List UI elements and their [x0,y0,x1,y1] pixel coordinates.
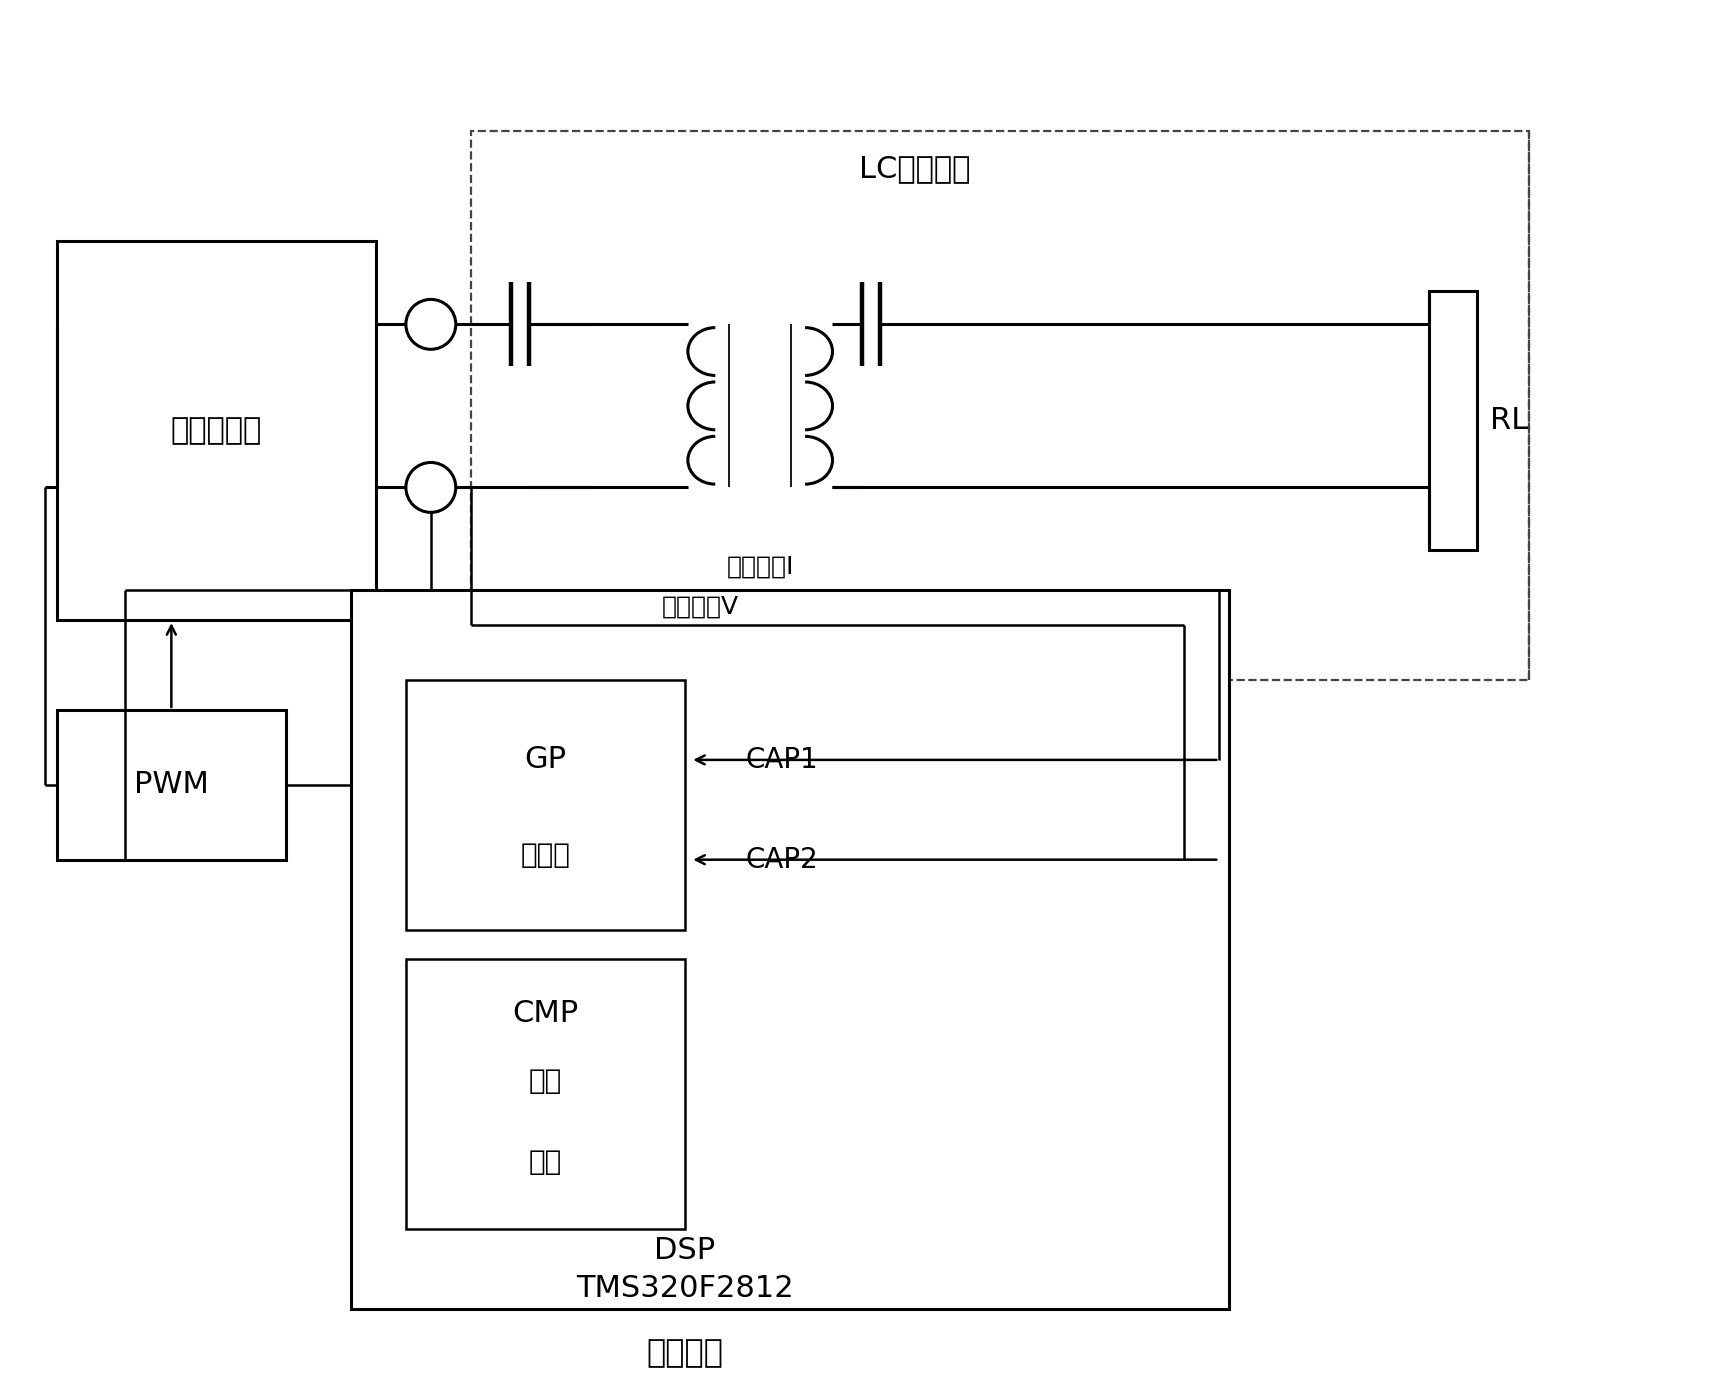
Text: PWM: PWM [134,770,209,799]
Bar [1430,291,1477,550]
Text: RL: RL [1489,406,1527,435]
Bar [56,710,286,860]
Text: 比较: 比较 [529,1067,562,1095]
Bar [471,132,1529,680]
Text: 电压检测V: 电压检测V [663,594,740,619]
Text: LC谐振耦合: LC谐振耦合 [859,154,971,183]
Bar [406,959,685,1229]
Text: CMP: CMP [512,998,579,1028]
Text: 定时器: 定时器 [520,840,570,868]
Text: 功率放大器: 功率放大器 [171,416,262,445]
Text: 频率跟踪: 频率跟踪 [645,1338,722,1369]
Text: 单元: 单元 [529,1148,562,1176]
Text: 电流检测I: 电流检测I [726,554,794,578]
Text: TMS320F2812: TMS320F2812 [575,1274,794,1303]
Text: CAP1: CAP1 [745,746,818,774]
Bar [406,680,685,930]
Text: GP: GP [524,745,567,774]
Text: DSP: DSP [654,1236,716,1266]
Bar [351,591,1229,1309]
Bar [56,241,377,620]
Text: CAP2: CAP2 [745,846,818,874]
